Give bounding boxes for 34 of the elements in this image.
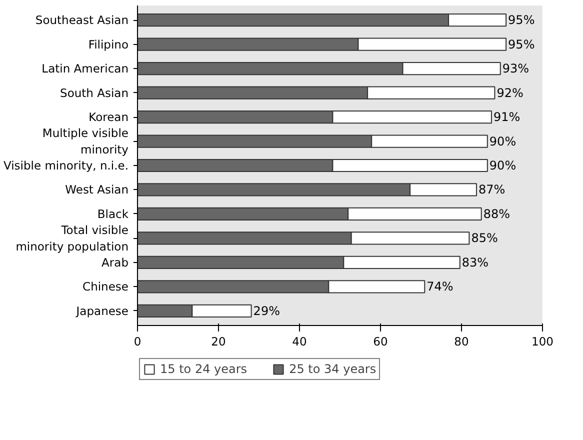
annotation: 85% <box>471 231 498 246</box>
legend-label: 25 to 34 years <box>289 362 376 376</box>
y-tick-label: West Asian <box>65 182 129 197</box>
y-tick-label: Korean <box>88 110 128 124</box>
y-tick-label: Chinese <box>82 280 129 294</box>
y-tick-label: Filipino <box>88 37 129 52</box>
annotation: 29% <box>253 304 280 318</box>
annotation: 74% <box>426 280 454 294</box>
y-tick-label: Multiple visible minority <box>42 126 129 157</box>
y-tick-label: Total visible minority population <box>16 222 129 254</box>
y-tick-label: Visible minority, n.i.e. <box>3 158 129 172</box>
y-tick-label: Arab <box>102 255 129 270</box>
annotation: 93% <box>502 62 530 76</box>
annotation: 92% <box>496 86 524 100</box>
x-tick-label: 100 <box>532 334 554 348</box>
annotation: 91% <box>493 110 520 124</box>
x-tick-label: 40 <box>292 334 307 348</box>
x-tick-label: 80 <box>454 334 469 348</box>
annotation: 88% <box>483 206 510 221</box>
annotation: 90% <box>489 158 516 172</box>
y-tick-label: Black <box>97 206 129 221</box>
legend-label: 15 to 24 years <box>160 362 248 376</box>
x-tick-label: 20 <box>211 334 226 348</box>
y-tick-label: Japanese <box>75 304 129 318</box>
y-tick-label: Latin American <box>42 62 129 76</box>
x-tick-label: 60 <box>373 334 388 348</box>
annotation: 95% <box>508 13 535 28</box>
annotation: 95% <box>508 37 535 52</box>
annotation: 83% <box>462 255 489 270</box>
y-tick-label: South Asian <box>60 86 128 100</box>
annotation: 90% <box>489 134 516 148</box>
x-tick-label: 0 <box>134 334 142 348</box>
annotation: 87% <box>478 182 506 197</box>
y-tick-label: Southeast Asian <box>35 13 129 28</box>
